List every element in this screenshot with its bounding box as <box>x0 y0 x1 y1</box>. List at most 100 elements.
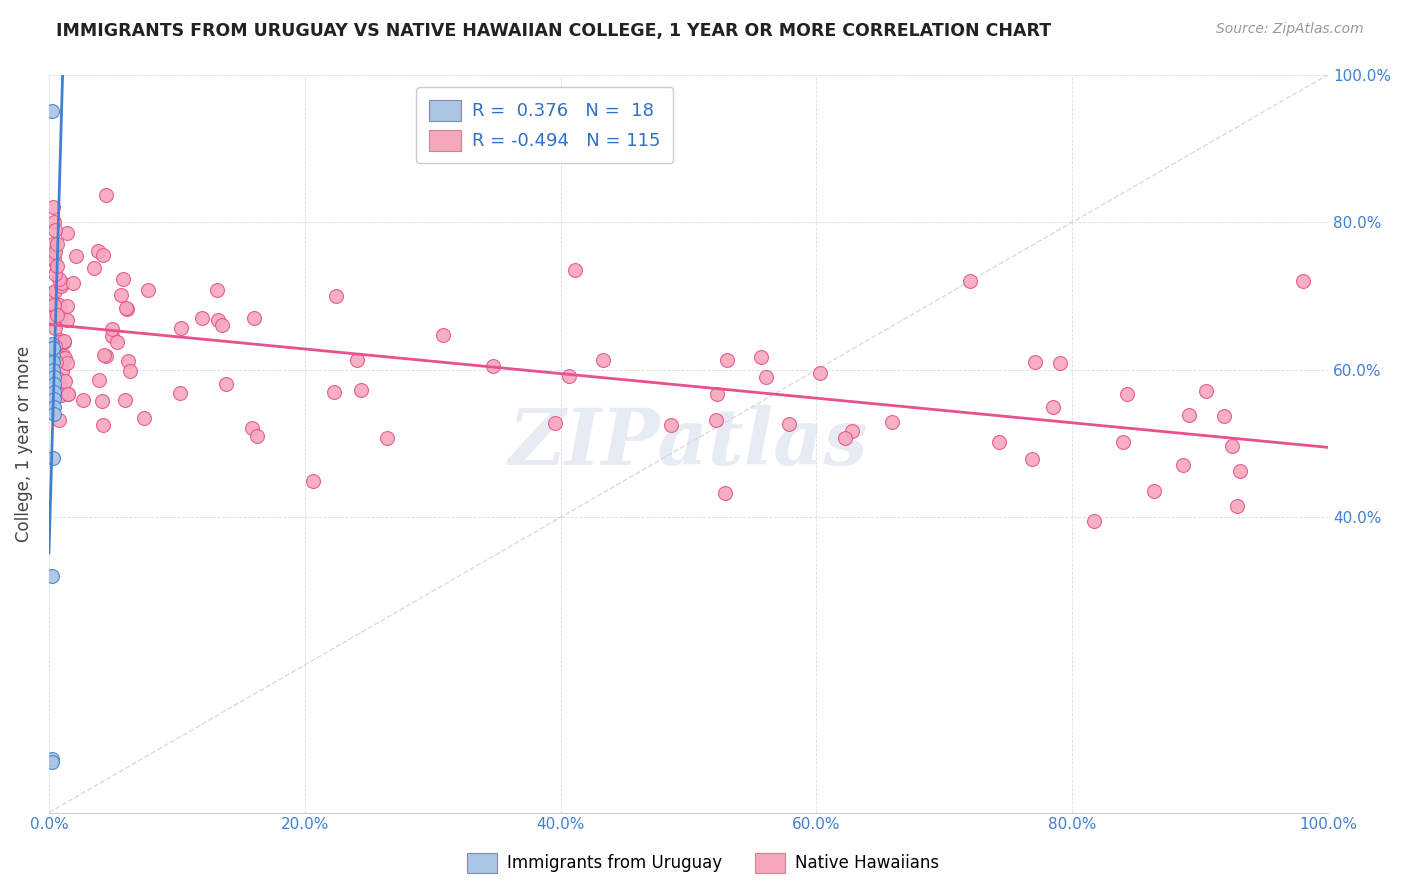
Point <box>1194 384 1216 398</box>
Point <box>246 429 269 443</box>
Point <box>714 486 737 500</box>
Point <box>49 309 72 323</box>
Point <box>1042 400 1064 414</box>
Point <box>716 352 738 367</box>
Point <box>1083 514 1105 528</box>
Point <box>41 756 63 770</box>
Point <box>56 356 79 370</box>
Point <box>53 351 76 366</box>
Text: ZIPatlas: ZIPatlas <box>509 405 869 482</box>
Point <box>44 321 66 335</box>
Point <box>44 267 66 281</box>
Point <box>48 350 70 364</box>
Point <box>42 370 65 384</box>
Point <box>42 451 65 466</box>
Point <box>51 276 73 290</box>
Point <box>42 400 65 414</box>
Point <box>117 354 139 368</box>
Point <box>834 431 856 445</box>
Point <box>706 387 728 401</box>
Point <box>959 274 981 288</box>
Point <box>1226 499 1249 513</box>
Point <box>1178 408 1201 422</box>
Point <box>42 392 65 407</box>
Point <box>1222 439 1244 453</box>
Point <box>1021 452 1043 467</box>
Point <box>48 298 70 312</box>
Point <box>110 288 132 302</box>
Point <box>240 421 263 435</box>
Point <box>45 354 67 368</box>
Point <box>42 237 65 252</box>
Point <box>808 366 831 380</box>
Point <box>1112 434 1135 449</box>
Point <box>432 328 454 343</box>
Point <box>72 392 94 407</box>
Point <box>323 385 346 400</box>
Point <box>41 392 63 407</box>
Point <box>564 263 586 277</box>
Point <box>592 353 614 368</box>
Text: Source: ZipAtlas.com: Source: ZipAtlas.com <box>1216 22 1364 37</box>
Point <box>1173 458 1195 473</box>
Point <box>48 412 70 426</box>
Point <box>1142 484 1164 499</box>
Point <box>115 301 138 316</box>
Point <box>51 364 73 378</box>
Point <box>325 288 347 302</box>
Point <box>111 272 134 286</box>
Point <box>55 299 77 313</box>
Point <box>988 435 1011 450</box>
Point <box>49 278 72 293</box>
Point <box>243 310 266 325</box>
Point <box>558 368 581 383</box>
Point <box>170 321 193 335</box>
Point <box>53 334 76 348</box>
Point <box>301 474 323 488</box>
Point <box>49 333 72 347</box>
Point <box>58 387 80 401</box>
Point <box>56 387 79 401</box>
Point <box>107 334 129 349</box>
Point <box>44 222 66 236</box>
Point <box>45 237 67 252</box>
Point <box>659 418 682 433</box>
Point <box>48 272 70 286</box>
Point <box>41 569 63 583</box>
Point <box>48 335 70 350</box>
Point <box>53 384 76 399</box>
Point <box>42 348 65 362</box>
Point <box>96 349 118 363</box>
Point <box>41 286 63 301</box>
Point <box>778 417 800 432</box>
Point <box>94 188 117 202</box>
Point <box>1229 464 1251 478</box>
Point <box>41 302 63 317</box>
Point <box>704 413 727 427</box>
Point <box>42 215 65 229</box>
Point <box>136 283 159 297</box>
Point <box>42 244 65 258</box>
Y-axis label: College, 1 year or more: College, 1 year or more <box>15 345 32 541</box>
Point <box>46 336 69 351</box>
Point <box>169 386 191 401</box>
Point <box>1049 356 1071 370</box>
Point <box>44 284 66 298</box>
Point <box>41 310 63 325</box>
Point <box>114 393 136 408</box>
Point <box>115 302 138 317</box>
Point <box>481 359 503 374</box>
Point <box>52 334 75 349</box>
Point <box>42 341 65 355</box>
Point <box>118 364 141 378</box>
Point <box>100 322 122 336</box>
Point <box>880 415 903 429</box>
Point <box>207 313 229 327</box>
Point <box>56 313 79 327</box>
Point <box>755 370 778 384</box>
Point <box>132 411 155 425</box>
Point <box>91 248 114 262</box>
Point <box>91 417 114 432</box>
Point <box>375 431 398 445</box>
Point <box>346 352 368 367</box>
